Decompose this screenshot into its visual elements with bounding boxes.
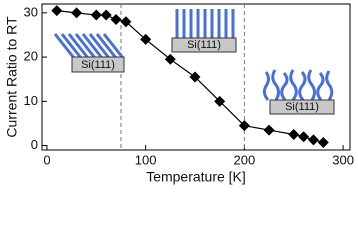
data-point [164,53,176,65]
data-point [110,13,122,25]
plot-frame [41,3,351,151]
data-point [189,71,201,83]
data-point [120,16,132,28]
data-point [238,120,250,132]
data-point [288,129,300,141]
inset-upright [175,9,235,38]
x-tick-label: 200 [234,152,256,167]
x-tick-label: 300 [332,152,354,167]
x-tick-label: 100 [135,152,157,167]
plot-area: 0 100 200 300 0 10 20 30 [24,3,354,167]
data-point [214,95,226,107]
annotation: Si(111) [187,39,221,51]
data-point [307,134,319,146]
y-tick-label: 10 [24,93,38,108]
y-axis-label: Current Ratio to RT [4,16,20,138]
inset-tilted [53,33,125,59]
y-tick-label: 30 [24,4,38,19]
substrate [71,56,125,73]
x-tick-label: 0 [43,152,50,167]
data-point [90,9,102,21]
chart: Temperature [K] Current Ratio to RT 0 100… [4,3,354,185]
y-tick-label: 20 [24,49,38,64]
substrate [171,37,237,53]
annotation: Si(111) [81,59,115,71]
data-point [317,136,329,148]
data-point [100,9,112,21]
data-point [263,124,275,136]
x-axis-label: Temperature [K] [146,169,246,185]
data-point [140,33,152,45]
data-point [71,7,83,19]
data-point [51,5,63,17]
y-tick-label: 0 [31,137,38,152]
inset-disordered [262,69,334,101]
data-point [298,131,310,143]
substrate [269,99,335,115]
annotation: Si(111) [285,101,319,113]
